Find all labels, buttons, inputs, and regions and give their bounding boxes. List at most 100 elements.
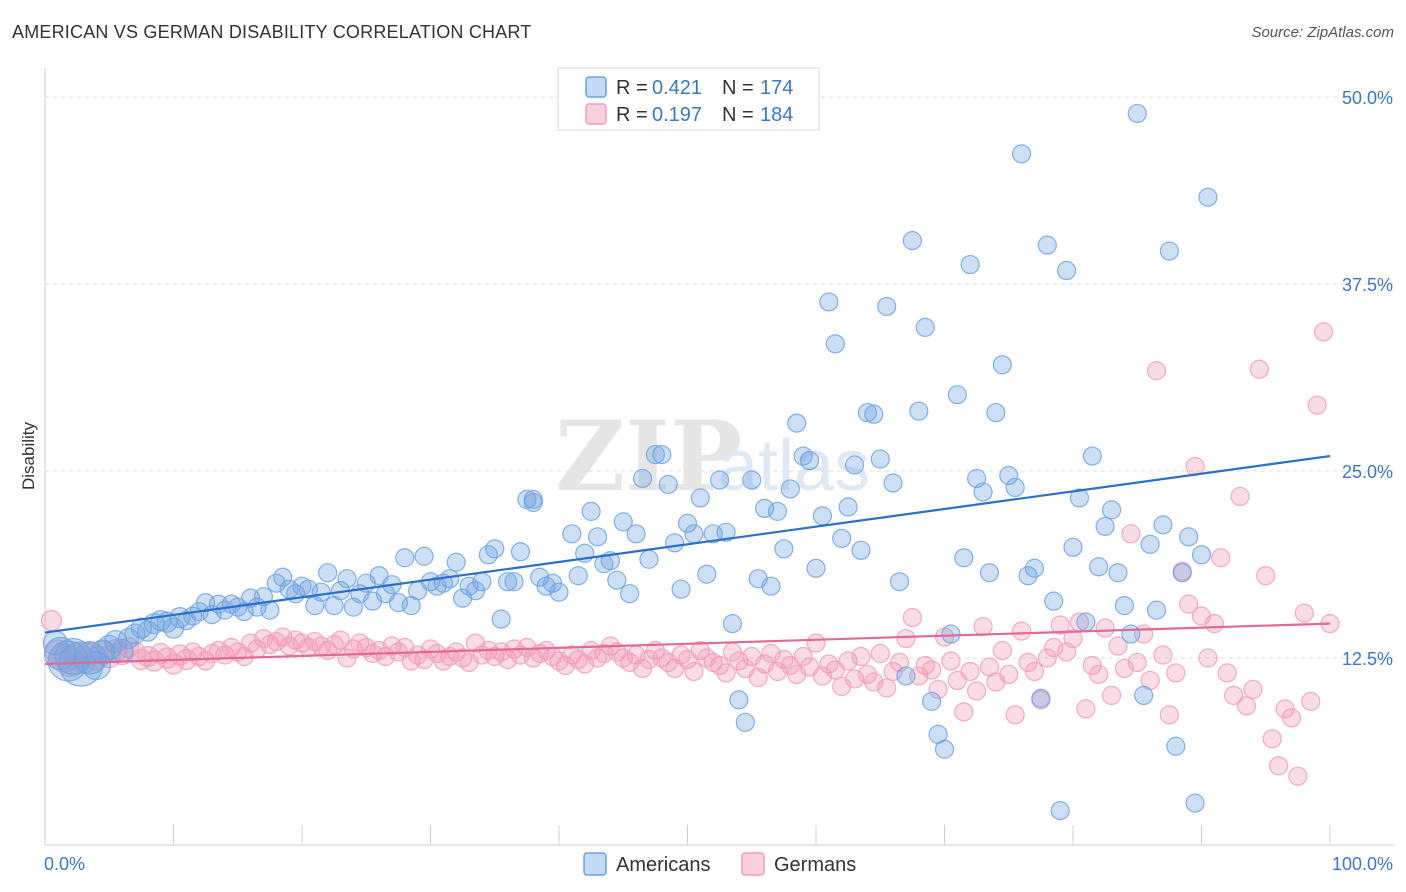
americans-point-157 xyxy=(1056,260,1077,281)
germans-point-105 xyxy=(716,663,736,683)
americans-point-99 xyxy=(684,524,704,544)
germans-point-190 xyxy=(1262,729,1282,749)
americans-point-159 xyxy=(1069,488,1090,508)
americans-point-93 xyxy=(645,444,665,465)
americans-point-176 xyxy=(1179,527,1199,547)
americans-point-147 xyxy=(992,355,1012,375)
legend-n-value-americans: 174 xyxy=(760,77,793,99)
germans-point-196 xyxy=(1301,691,1321,711)
americans-point-98 xyxy=(677,513,698,533)
germans-point-177 xyxy=(1179,594,1199,614)
americans-point-126 xyxy=(857,403,878,423)
germans-point-145 xyxy=(973,616,993,637)
americans-point-97 xyxy=(671,579,691,599)
watermark-atlas: atlas xyxy=(718,426,870,506)
americans-point-175 xyxy=(1172,563,1192,583)
legend-n-label-americans: N = xyxy=(722,77,754,99)
americans-point-94 xyxy=(652,444,672,465)
americans-point-54 xyxy=(395,548,415,568)
americans-point-122 xyxy=(832,528,852,548)
americans-point-167 xyxy=(1121,624,1141,644)
germans-point-175 xyxy=(1166,663,1186,683)
americans-point-83 xyxy=(581,501,601,521)
americans-point-106 xyxy=(729,690,749,710)
americans-point-120 xyxy=(819,292,839,312)
chart-title: AMERICAN VS GERMAN DISABILITY CORRELATIO… xyxy=(12,22,532,42)
americans-point-179 xyxy=(1198,187,1218,207)
americans-point-142 xyxy=(960,254,980,275)
americans-point-155 xyxy=(1044,591,1064,611)
germans-point-198 xyxy=(1313,322,1334,342)
americans-point-174 xyxy=(1166,736,1186,756)
bottom-legend-germans: Germans xyxy=(774,854,856,876)
germans-point-197 xyxy=(1307,395,1327,415)
americans-point-158 xyxy=(1063,537,1083,557)
americans-point-35 xyxy=(273,567,293,587)
americans-point-118 xyxy=(806,558,826,578)
bottom-legend-americans: Americans xyxy=(616,854,710,876)
americans-point-131 xyxy=(889,572,910,592)
americans-point-145 xyxy=(979,563,1000,583)
americans-point-115 xyxy=(787,413,807,433)
americans-point-153 xyxy=(1031,688,1051,708)
germans-point-165 xyxy=(1101,685,1122,706)
germans-point-129 xyxy=(870,643,890,664)
americans-point-133 xyxy=(902,231,922,251)
germans-point-130 xyxy=(877,678,897,698)
americans-point-103 xyxy=(710,470,730,490)
americans-point-128 xyxy=(870,449,890,469)
americans-point-162 xyxy=(1089,557,1109,577)
americans-point-33 xyxy=(260,600,280,620)
germans-point-183 xyxy=(1217,663,1237,683)
germans-point-18 xyxy=(156,647,178,669)
americans-point-134 xyxy=(909,401,929,421)
americans-point-105 xyxy=(722,613,743,634)
germans-point-142 xyxy=(954,702,974,722)
americans-point-164 xyxy=(1101,500,1122,520)
americans-point-66 xyxy=(472,572,492,592)
americans-point-141 xyxy=(954,548,974,568)
americans-point-139 xyxy=(941,624,961,644)
germans-point-191 xyxy=(1268,756,1289,776)
americans-point-152 xyxy=(1024,558,1045,578)
germans-point-182 xyxy=(1211,548,1231,568)
legend-n-value-germans: 184 xyxy=(760,104,793,126)
germans-point-163 xyxy=(1089,664,1109,685)
germans-point-187 xyxy=(1243,679,1263,700)
americans-points xyxy=(42,103,1218,821)
watermark: ZIP atlas xyxy=(555,400,870,513)
germans-point-150 xyxy=(1005,705,1025,725)
legend-swatch-americans xyxy=(585,76,607,98)
x-tick-label-1: 100.0% xyxy=(1332,854,1393,874)
americans-point-81 xyxy=(568,566,588,586)
germans-point-153 xyxy=(1024,661,1045,682)
germans-point-172 xyxy=(1146,361,1167,381)
americans-point-177 xyxy=(1185,793,1205,813)
americans-point-113 xyxy=(774,539,794,559)
germans-point-155 xyxy=(1037,648,1057,668)
germans-point-185 xyxy=(1230,486,1250,507)
germans-point-119 xyxy=(806,633,826,653)
americans-point-169 xyxy=(1134,685,1154,706)
americans-point-107 xyxy=(735,712,755,732)
germans-point-174 xyxy=(1159,705,1179,725)
germans-point-107 xyxy=(729,651,749,671)
germans-point-166 xyxy=(1108,636,1128,656)
trend-lines xyxy=(44,454,1331,666)
germans-point-24 xyxy=(196,651,216,671)
americans-point-72 xyxy=(510,542,531,562)
germans-point-133 xyxy=(896,628,916,649)
germans-point-52 xyxy=(375,646,396,667)
y-tick-label-3: 50.0% xyxy=(1342,88,1393,108)
source-label: Source: ZipAtlas.com xyxy=(1251,24,1394,41)
tick-labels: 12.5% 25.0% 37.5% 50.0% 0.0% 100.0% xyxy=(44,88,1393,874)
americans-point-2 xyxy=(47,640,89,682)
americans-point-114 xyxy=(780,479,800,499)
germans-point-188 xyxy=(1249,359,1269,379)
germans-point-144 xyxy=(967,681,987,701)
americans-point-117 xyxy=(799,450,820,471)
americans-point-104 xyxy=(716,522,736,542)
germans-point-151 xyxy=(1011,621,1032,641)
americans-point-91 xyxy=(632,468,653,489)
americans-point-119 xyxy=(812,506,833,526)
